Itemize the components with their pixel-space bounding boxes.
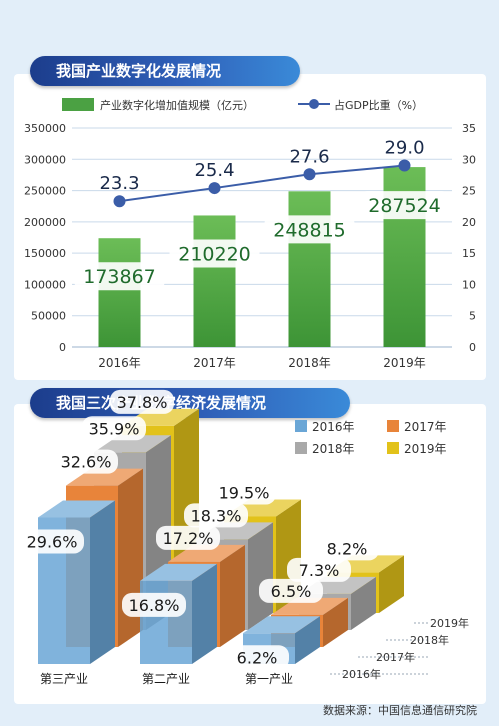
value-label-box (359, 191, 450, 220)
legend-label: 2018年 (312, 442, 355, 456)
bar-value-label: 32.6% (61, 453, 112, 472)
y-right-tick-label: 15 (462, 247, 476, 260)
bar-side (220, 544, 245, 647)
bar-side (351, 576, 376, 630)
rate-label: 29.0 (384, 138, 424, 159)
value-label-box (225, 645, 289, 670)
value-label-box (82, 416, 146, 441)
bar-value-label: 18.3% (191, 506, 242, 525)
rate-point (398, 159, 411, 172)
y-left-tick-label: 200000 (24, 216, 66, 229)
legend-label: 2019年 (404, 442, 447, 456)
bar-value-label: 6.2% (237, 648, 278, 667)
bar-side (379, 555, 404, 613)
x-tick-label: 2018年 (288, 356, 331, 370)
y-right-tick-label: 10 (462, 278, 476, 291)
chart1-title: 我国产业数字化发展情况 (30, 56, 300, 86)
bar-value-label: 16.8% (129, 596, 180, 615)
legend-label: 2017年 (404, 420, 447, 434)
y-left-tick-label: 350000 (24, 122, 66, 135)
x-tick-label: 2019年 (383, 356, 426, 370)
legend-marker-line (309, 99, 319, 109)
legend-swatch-bar (62, 98, 94, 111)
legend-swatch (295, 442, 307, 454)
rate-label: 23.3 (99, 173, 139, 194)
value-label-box (122, 592, 186, 617)
legend-swatch (387, 442, 399, 454)
bar-value-label: 37.8% (117, 393, 168, 412)
y-left-tick-label: 100000 (24, 278, 66, 291)
bar-side (248, 522, 273, 630)
bar-top (243, 616, 320, 634)
y-right-tick-label: 5 (469, 310, 476, 323)
category-label: 第二产业 (142, 672, 190, 686)
value-label-box (184, 503, 248, 528)
bar-side (192, 563, 217, 664)
value-label-box (259, 578, 323, 603)
bar-value-label: 19.5% (219, 483, 270, 502)
bar-value-label: 35.9% (89, 419, 140, 438)
legend-label-bar: 产业数字化增加值规模（亿元） (100, 98, 254, 112)
bar-value-label: 29.6% (27, 532, 78, 551)
bar-value-label: 17.2% (163, 529, 214, 548)
x-tick-label: 2017年 (193, 356, 236, 370)
bar-value-label: 287524 (368, 195, 441, 217)
category-label: 第三产业 (40, 672, 88, 686)
value-label-box (74, 262, 165, 291)
bar-value-label: 6.5% (271, 582, 312, 601)
row-year-label: 2019年 (430, 616, 469, 630)
value-label-box (54, 449, 118, 474)
value-label-box (287, 557, 351, 582)
legend-swatch (387, 420, 399, 432)
bar-top (38, 500, 115, 518)
bar-top (140, 563, 217, 581)
rate-label: 27.6 (289, 146, 329, 167)
value-label-box (156, 525, 220, 550)
rate-point (303, 168, 316, 181)
value-label-box (264, 215, 355, 244)
y-left-tick-label: 250000 (24, 185, 66, 198)
y-left-tick-label: 300000 (24, 153, 66, 166)
y-right-tick-label: 20 (462, 216, 476, 229)
y-right-tick-label: 25 (462, 185, 476, 198)
bar-value-label: 210220 (178, 243, 251, 265)
rate-point (113, 195, 126, 208)
row-year-label: 2016年 (342, 667, 381, 681)
rate-line (119, 164, 405, 203)
y-right-tick-label: 35 (462, 122, 476, 135)
rate-point (208, 182, 221, 195)
source-note: 数据来源：中国信息通信研究院 (323, 704, 477, 717)
x-tick-label: 2016年 (98, 356, 141, 370)
value-label-box (110, 389, 174, 414)
legend-label: 2016年 (312, 420, 355, 434)
category-label: 第一产业 (245, 672, 293, 686)
bar (193, 215, 236, 347)
chart1-svg: 0 50000 100000 150000 200000 250000 300000 3500… (24, 98, 476, 370)
bar-side (90, 500, 115, 664)
legend-swatch (295, 420, 307, 432)
bar-side (118, 468, 143, 647)
bar-value-label: 173867 (83, 266, 156, 288)
bar-side (323, 597, 348, 647)
row-year-label: 2018年 (410, 633, 449, 647)
value-label-box (169, 239, 260, 268)
y-right-tick-label: 0 (469, 341, 476, 354)
bar-side (295, 616, 320, 664)
y-left-tick-label: 50000 (31, 310, 66, 323)
bar-value-label: 248815 (273, 219, 346, 241)
value-label-box (212, 480, 276, 505)
value-label-box (315, 536, 379, 561)
bar-value-label: 8.2% (327, 539, 368, 558)
bar (98, 238, 141, 347)
row-year-label: 2017年 (376, 650, 415, 664)
bar-value-label: 7.3% (299, 561, 340, 580)
legend-label-line: 占GDP比重（%） (334, 98, 423, 112)
value-label-box (20, 529, 84, 554)
y-right-tick-label: 30 (462, 153, 476, 166)
y-left-tick-label: 150000 (24, 247, 66, 260)
rate-label: 25.4 (194, 160, 234, 181)
y-left-tick-label: 0 (59, 341, 66, 354)
